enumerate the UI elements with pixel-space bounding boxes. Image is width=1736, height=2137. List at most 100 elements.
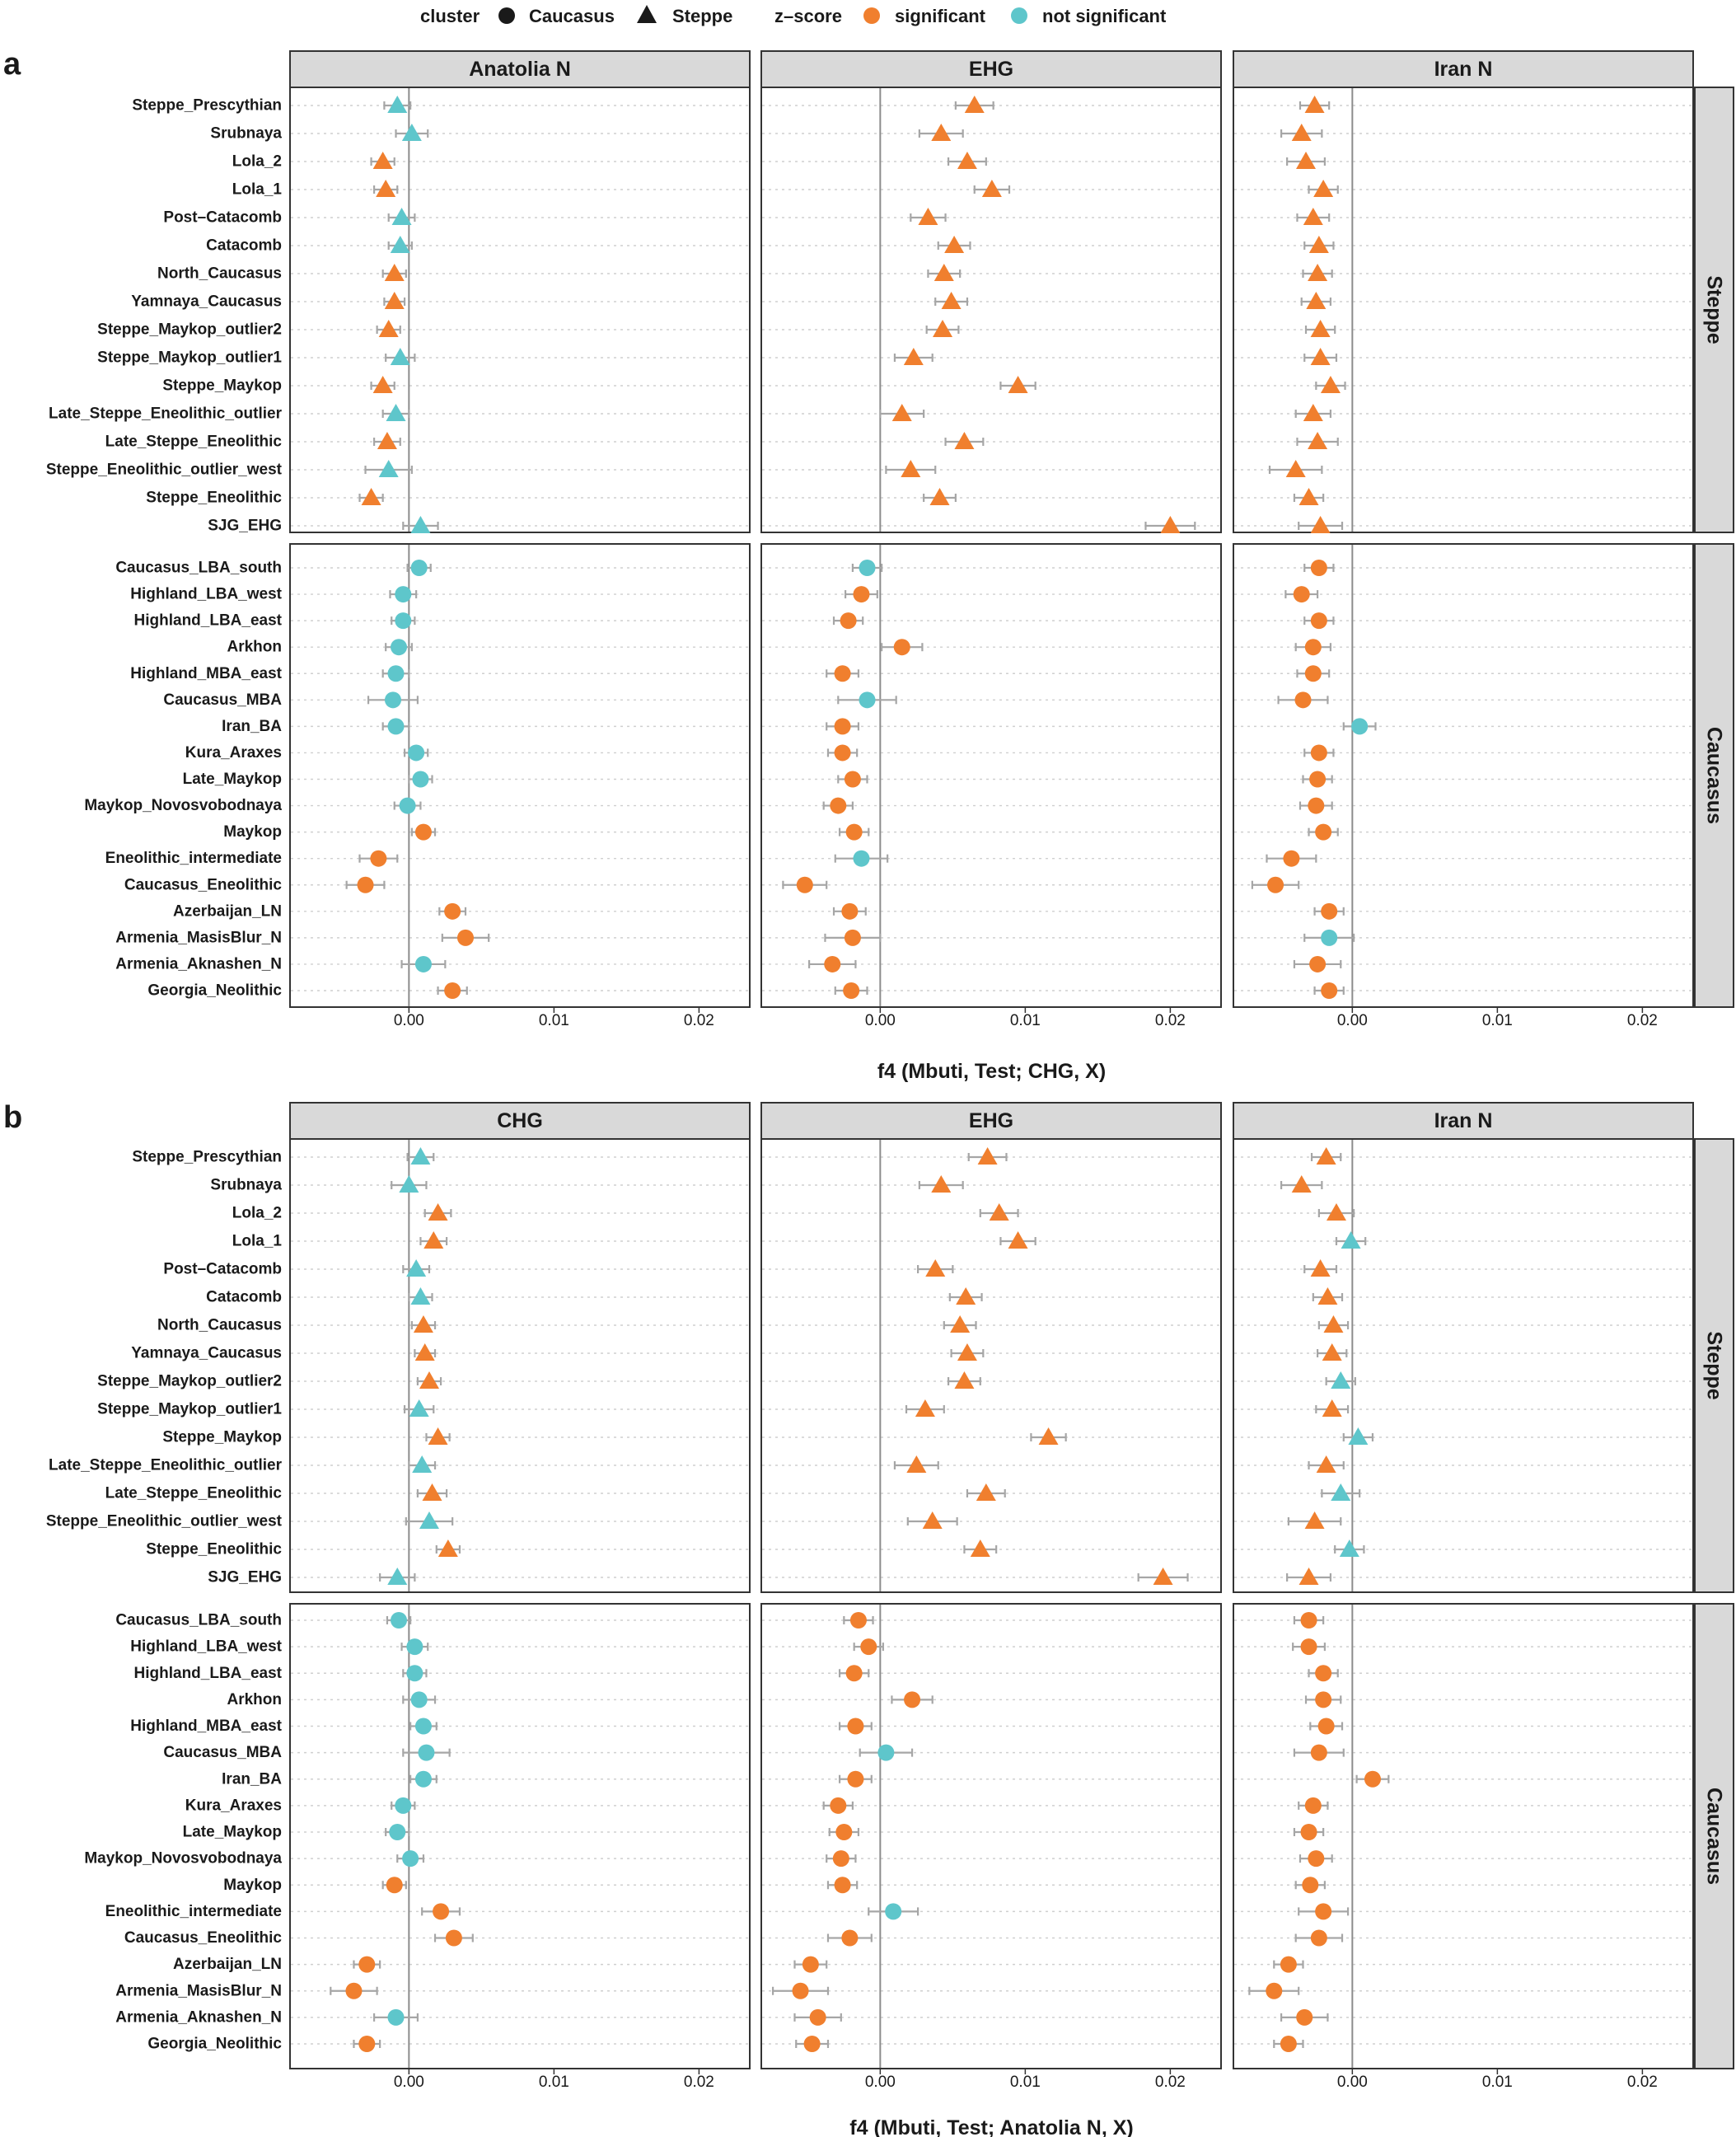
triangle-marker	[413, 1315, 433, 1333]
data-point-iran-ba	[1342, 718, 1377, 735]
data-point-azerbaijan-ln	[793, 1956, 828, 1973]
row-label-kura-araxes: Kura_Araxes	[185, 744, 282, 762]
circle-marker	[1315, 1903, 1332, 1920]
row-label-lola-1: Lola_1	[232, 181, 283, 199]
circle-marker	[1304, 1797, 1322, 1814]
data-point-steppe-prescythian	[1310, 1147, 1342, 1165]
triangle-marker	[377, 432, 397, 449]
circle-marker	[1310, 1929, 1327, 1947]
panel-ehg-caucasus	[760, 1603, 1222, 2069]
data-point-late-steppe-eneolithic-outlier	[879, 404, 925, 421]
column-strip-label-ehg: EHG	[969, 1109, 1013, 1132]
legend: cluster Caucasus Steppe z–score signific…	[420, 5, 1167, 26]
data-point-highland-mba-east	[409, 1718, 438, 1735]
row-label-catacomb: Catacomb	[206, 237, 282, 255]
row-label-highland-mba-east: Highland_MBA_east	[130, 1718, 282, 1735]
panel-anatolia-n-steppe	[289, 87, 751, 533]
data-point-kura-araxes	[1303, 744, 1335, 762]
x-tick-label: 0.01	[1482, 1012, 1513, 1029]
row-label-arkhon: Arkhon	[227, 1691, 283, 1708]
data-point-late-maykop	[828, 1824, 860, 1840]
data-point-azerbaijan-ln	[1273, 1956, 1304, 1973]
circle-marker	[418, 1744, 435, 1761]
triangle-marker	[1304, 1511, 1325, 1529]
data-point-lola-1	[999, 1231, 1036, 1249]
data-point-eneolithic-intermediate	[868, 1903, 919, 1920]
panel-chg-caucasus	[289, 1603, 751, 2069]
row-strip-label-steppe: Steppe	[1703, 1331, 1726, 1399]
data-point-lola-1	[372, 180, 399, 197]
row-label-steppe-maykop: Steppe_Maykop	[162, 1429, 282, 1446]
data-point-eneolithic-intermediate	[358, 850, 399, 867]
circle-marker	[847, 1718, 864, 1735]
data-point-highland-lba-east	[1303, 612, 1335, 630]
data-point-sjg-ehg	[1137, 1568, 1189, 1585]
panel-iran-n-caucasus	[1233, 1603, 1694, 2069]
data-point-steppe-maykop-outlier2	[947, 1371, 981, 1389]
data-point-armenia-masisblur-n	[824, 929, 882, 946]
legend-caucasus-label: Caucasus	[529, 6, 615, 26]
row-label-caucasus-eneolithic: Caucasus_Eneolithic	[124, 876, 283, 893]
row-label-steppe-eneolithic-outlier-west: Steppe_Eneolithic_outlier_west	[46, 1513, 283, 1530]
triangle-marker	[384, 292, 405, 309]
data-point-sjg-ehg	[379, 1568, 416, 1585]
data-point-late-steppe-eneolithic	[1321, 1483, 1361, 1501]
circle-marker	[414, 823, 432, 841]
row-label-late-steppe-eneolithic-outlier: Late_Steppe_Eneolithic_outlier	[49, 1457, 283, 1474]
triangle-marker	[1317, 1287, 1338, 1305]
data-point-steppe-eneolithic	[923, 488, 957, 505]
row-label-arkhon: Arkhon	[227, 639, 283, 656]
circle-marker	[399, 797, 416, 814]
circle-marker	[904, 1691, 921, 1708]
data-point-steppe-maykop	[1342, 1427, 1374, 1445]
data-point-azerbaijan-ln	[832, 902, 867, 920]
panel-background	[760, 1138, 1222, 1593]
data-point-caucasus-eneolithic	[826, 1929, 873, 1947]
data-point-arkhon	[881, 639, 924, 656]
circle-marker	[1300, 1612, 1317, 1629]
data-point-armenia-aknashen-n	[400, 955, 447, 972]
circle-marker	[1310, 560, 1327, 576]
triangle-marker	[428, 1427, 448, 1445]
data-point-north-caucasus	[410, 1315, 437, 1333]
data-point-yamnaya-caucasus	[934, 292, 969, 309]
data-point-steppe-maykop-outlier2	[925, 320, 960, 337]
circle-marker	[391, 1612, 408, 1629]
data-point-catacomb	[1312, 1287, 1344, 1305]
circle-marker	[845, 1665, 863, 1682]
data-point-steppe-maykop-outlier2	[1325, 1371, 1356, 1389]
data-point-srubnaya	[1280, 1175, 1323, 1193]
row-label-sjg-ehg: SJG_EHG	[208, 518, 282, 535]
row-label-steppe-eneolithic: Steppe_Eneolithic	[146, 490, 282, 507]
x-tick-label: 0.00	[1337, 1012, 1368, 1029]
circle-marker	[384, 691, 401, 709]
triangle-marker	[1160, 516, 1181, 533]
circle-marker	[877, 1744, 895, 1761]
data-point-georgia-neolithic	[1313, 982, 1345, 999]
circle-marker	[444, 982, 461, 999]
data-point-georgia-neolithic	[353, 2036, 381, 2052]
row-label-highland-lba-east: Highland_LBA_east	[134, 612, 283, 630]
data-point-yamnaya-caucasus	[1300, 292, 1332, 309]
data-point-kura-araxes	[403, 744, 429, 762]
triangle-marker	[401, 124, 422, 141]
triangle-marker	[1348, 1427, 1369, 1445]
circle-marker	[406, 1638, 423, 1656]
circle-marker	[830, 797, 847, 814]
circle-marker	[849, 1612, 867, 1629]
triangle-marker	[925, 1259, 946, 1277]
triangle-marker	[977, 1147, 998, 1165]
data-point-yamnaya-caucasus	[950, 1343, 985, 1361]
triangle-marker	[372, 152, 393, 169]
triangle-marker	[1008, 376, 1028, 393]
circle-marker	[1296, 2008, 1313, 2026]
data-point-north-caucasus	[1317, 1315, 1350, 1333]
data-point-armenia-aknashen-n	[807, 955, 857, 972]
data-point-steppe-maykop-outlier1	[905, 1399, 945, 1417]
data-point-armenia-aknashen-n	[793, 2008, 842, 2026]
column-strip-iran-n	[1233, 50, 1694, 88]
data-point-iran-ba	[381, 718, 410, 735]
triangle-marker	[989, 1203, 1009, 1221]
data-point-steppe-prescythian	[967, 1147, 1008, 1165]
triangle-marker	[1339, 1539, 1359, 1557]
